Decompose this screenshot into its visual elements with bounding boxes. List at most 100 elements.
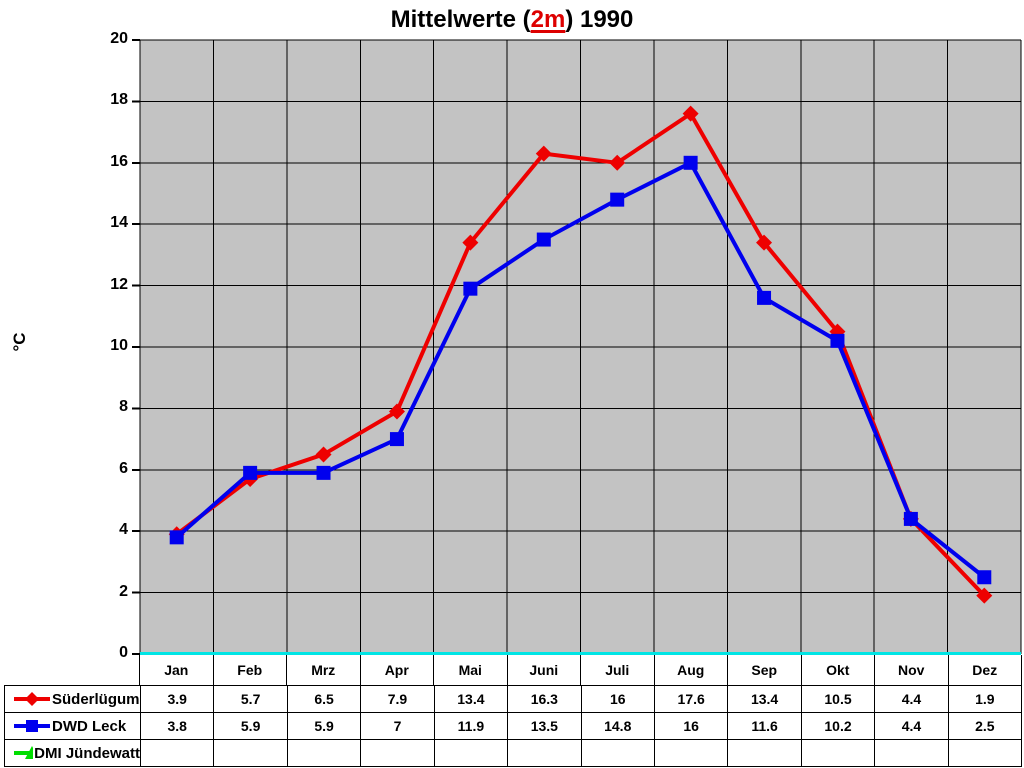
month-header-row: Jan Feb Mrz Apr Mai Juni Juli Aug Sep Okt Nov Dez (139, 655, 1022, 686)
month-header-cell: Okt (800, 655, 875, 685)
diamond-marker (976, 587, 993, 604)
square-marker (610, 192, 625, 207)
value-cell: 11.9 (433, 713, 507, 739)
value-cell: 3.8 (140, 713, 213, 739)
value-cell: 16 (653, 713, 727, 739)
value-cell: 11.6 (727, 713, 800, 739)
y-axis-tick-label: 20 (110, 30, 128, 47)
y-axis-tick-label: 10 (110, 337, 128, 354)
value-cell: 3.9 (140, 686, 213, 712)
value-cell: 10.2 (800, 713, 874, 739)
legend-marker-square (14, 720, 50, 732)
value-cell (800, 740, 874, 766)
square-marker (26, 720, 38, 732)
chart-title: Mittelwerte (2m) 1990 (0, 6, 1024, 34)
title-highlight: 2m (530, 6, 566, 33)
diamond-marker (756, 234, 773, 251)
legend-cell: DMI Jündewatt (5, 740, 140, 766)
month-header-cell: Feb (212, 655, 287, 685)
series-name: DMI Jündewatt (34, 744, 140, 762)
square-marker (169, 530, 184, 545)
value-cell (727, 740, 800, 766)
value-cell (213, 740, 286, 766)
month-header-cell: Aug (653, 655, 728, 685)
value-cell: 7.9 (360, 686, 433, 712)
diamond-marker (462, 234, 479, 251)
month-header-cell: Mrz (286, 655, 360, 685)
value-cell: 17.6 (653, 686, 727, 712)
value-cell: 5.9 (213, 713, 286, 739)
title-prefix: Mittelwerte ( (390, 6, 531, 33)
value-cell: 2.5 (947, 713, 1021, 739)
series-name: Süderlügum (52, 690, 140, 708)
y-axis-tick-label: 12 (110, 275, 128, 293)
value-cell: 5.7 (213, 686, 286, 712)
title-suffix: ) 1990 (565, 6, 634, 33)
month-header-cell: Nov (874, 655, 948, 685)
square-marker (683, 155, 698, 170)
series-row-Süderlügum: Süderlügum 3.9 5.7 6.5 7.9 13.4 16.3 16 17.6 13.4… (4, 685, 1022, 713)
square-marker (463, 281, 478, 296)
square-marker (389, 432, 404, 447)
legend-cell: DWD Leck (5, 713, 140, 739)
square-marker (536, 232, 551, 247)
square-marker (243, 465, 258, 480)
series-row-DWD Leck: DWD Leck 3.8 5.9 5.9 7 11.9 13.5 14.8 16 11.6 10.2… (4, 712, 1022, 740)
legend-marker-diamond (14, 692, 50, 706)
month-header-cell: Apr (359, 655, 434, 685)
value-cell: 6.5 (286, 686, 360, 712)
diamond-marker (25, 692, 39, 706)
value-cell (874, 740, 947, 766)
value-cell: 16.3 (507, 686, 580, 712)
value-cell: 13.5 (507, 713, 580, 739)
value-cell: 5.9 (286, 713, 360, 739)
y-axis-tick-label: 8 (119, 398, 128, 416)
square-marker (903, 511, 918, 526)
value-cell: 4.4 (874, 713, 947, 739)
y-axis-tick-label: 0 (119, 644, 128, 661)
diamond-marker (609, 154, 626, 171)
square-marker (316, 465, 331, 480)
triangle-marker (25, 746, 34, 759)
y-axis-tick-label: 4 (119, 521, 128, 539)
y-axis-tick-label: 18 (110, 91, 128, 109)
value-cell: 4.4 (874, 686, 947, 712)
square-marker (757, 290, 772, 305)
value-cell (507, 740, 580, 766)
month-header-cell: Sep (727, 655, 801, 685)
series-line-DWD Leck (175, 160, 986, 579)
series-line-Süderlügum (175, 110, 986, 598)
series-name: DWD Leck (52, 717, 127, 735)
y-axis-tick-label: 16 (110, 152, 128, 170)
value-cell (580, 740, 654, 766)
diamond-marker (315, 446, 332, 463)
month-header-cell: Jan (164, 662, 189, 678)
value-cell (947, 740, 1021, 766)
diamond-marker (682, 105, 699, 122)
value-cell: 16 (580, 686, 654, 712)
value-cell: 13.4 (433, 686, 507, 712)
legend-cell: Süderlügum (5, 686, 140, 712)
diamond-marker (535, 145, 552, 162)
y-axis-tick-label: 2 (119, 582, 128, 600)
y-axis-tick-label: 6 (119, 459, 128, 477)
legend-marker-triangle (14, 746, 34, 759)
value-cell: 14.8 (580, 713, 654, 739)
value-cell: 1.9 (947, 686, 1021, 712)
value-cell: 7 (360, 713, 433, 739)
value-cell (433, 740, 507, 766)
x-axis-baseline (140, 652, 1021, 655)
square-marker (977, 570, 992, 585)
value-cell (653, 740, 727, 766)
y-axis-tick-label: 14 (110, 214, 128, 232)
square-marker (830, 333, 845, 348)
value-cell: 13.4 (727, 686, 800, 712)
value-cell (286, 740, 360, 766)
month-header-cell: Juli (580, 655, 654, 685)
diamond-marker (388, 403, 405, 420)
month-header-cell: Mai (433, 655, 507, 685)
series-row-DMI Jündewatt: DMI Jündewatt (4, 739, 1022, 767)
month-header-cell: Dez (947, 655, 1022, 685)
